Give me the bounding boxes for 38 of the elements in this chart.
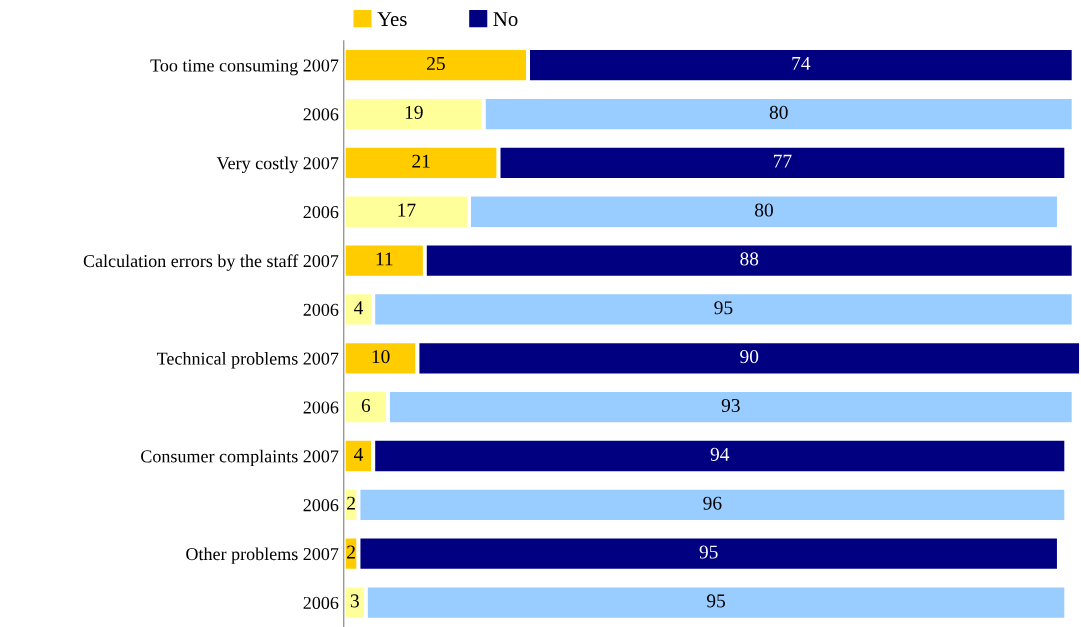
y-tick-label: Technical problems 2007 — [156, 352, 339, 369]
y-tick-label: 2006 — [303, 499, 339, 512]
y-tick-label: Too time consuming 2007 — [150, 59, 339, 76]
y-tick-label: 2006 — [303, 303, 339, 316]
data-label: 95 — [699, 545, 718, 559]
data-label: 3 — [350, 594, 359, 608]
data-label: 2 — [347, 545, 355, 559]
data-label: 88 — [740, 252, 759, 266]
data-label: 95 — [706, 594, 726, 608]
data-label: 21 — [412, 154, 430, 168]
data-label: 74 — [792, 57, 811, 70]
data-label: 93 — [721, 398, 740, 413]
data-label: 80 — [769, 105, 788, 119]
data-label: 6 — [361, 398, 371, 413]
y-tick-label: 2006 — [303, 596, 339, 610]
data-label: 19 — [405, 105, 423, 119]
y-tick-label: 2006 — [303, 206, 339, 219]
legend-label: Yes — [377, 12, 407, 27]
data-label: 80 — [755, 203, 773, 217]
y-tick-label: Very costly 2007 — [216, 156, 339, 174]
data-label: 77 — [773, 154, 792, 168]
data-label: 2 — [347, 496, 355, 510]
y-tick-label: 2006 — [303, 401, 339, 414]
data-label: 17 — [398, 203, 416, 217]
y-tick-label: Calculation errors by the staff 2007 — [83, 254, 339, 271]
data-label: 10 — [372, 350, 390, 364]
data-label: 4 — [354, 301, 364, 315]
data-label: 4 — [354, 447, 364, 461]
data-label: 95 — [714, 301, 733, 315]
data-label: 25 — [427, 56, 445, 71]
data-label: 94 — [710, 447, 730, 461]
data-label: 90 — [740, 350, 759, 364]
y-tick-label: Other problems 2007 — [186, 547, 339, 564]
y-tick-label: Consumer complaints 2007 — [141, 449, 339, 467]
data-label: 96 — [703, 496, 722, 510]
legend-label: No — [493, 12, 518, 27]
data-label: 11 — [376, 252, 393, 266]
y-tick-label: 2006 — [303, 108, 339, 121]
